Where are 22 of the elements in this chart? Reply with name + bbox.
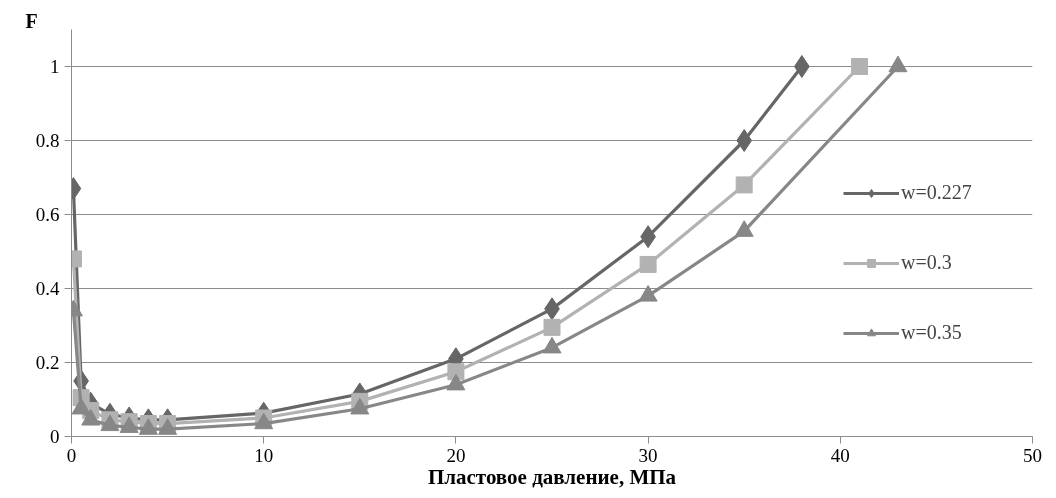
y-tick-label: 0 bbox=[50, 426, 60, 447]
point bbox=[736, 129, 753, 152]
point bbox=[639, 255, 657, 273]
point bbox=[735, 176, 753, 194]
y-tick-label: 0.8 bbox=[35, 130, 60, 151]
x-tick-label: 50 bbox=[1023, 444, 1042, 466]
y-axis-title: F bbox=[25, 9, 38, 32]
x-tick-label: 10 bbox=[254, 444, 274, 466]
x-tick-label: 30 bbox=[638, 444, 658, 466]
point bbox=[851, 58, 869, 75]
y-tick-label: 0.6 bbox=[35, 204, 60, 225]
y-tick-label: 0.4 bbox=[35, 278, 60, 299]
legend-label: w=0.227 bbox=[901, 181, 972, 204]
legend-label: w=0.35 bbox=[901, 321, 962, 344]
x-tick-label: 40 bbox=[830, 444, 850, 466]
x-tick-label: 20 bbox=[446, 444, 466, 466]
y-tick-label: 0.2 bbox=[35, 352, 60, 373]
y-tick-label: 1 bbox=[50, 56, 60, 77]
legend-label: w=0.3 bbox=[901, 251, 952, 274]
x-axis-title: Пластовое давление, МПа bbox=[427, 464, 677, 489]
point bbox=[543, 318, 561, 336]
x-tick-label: 0 bbox=[66, 444, 77, 466]
